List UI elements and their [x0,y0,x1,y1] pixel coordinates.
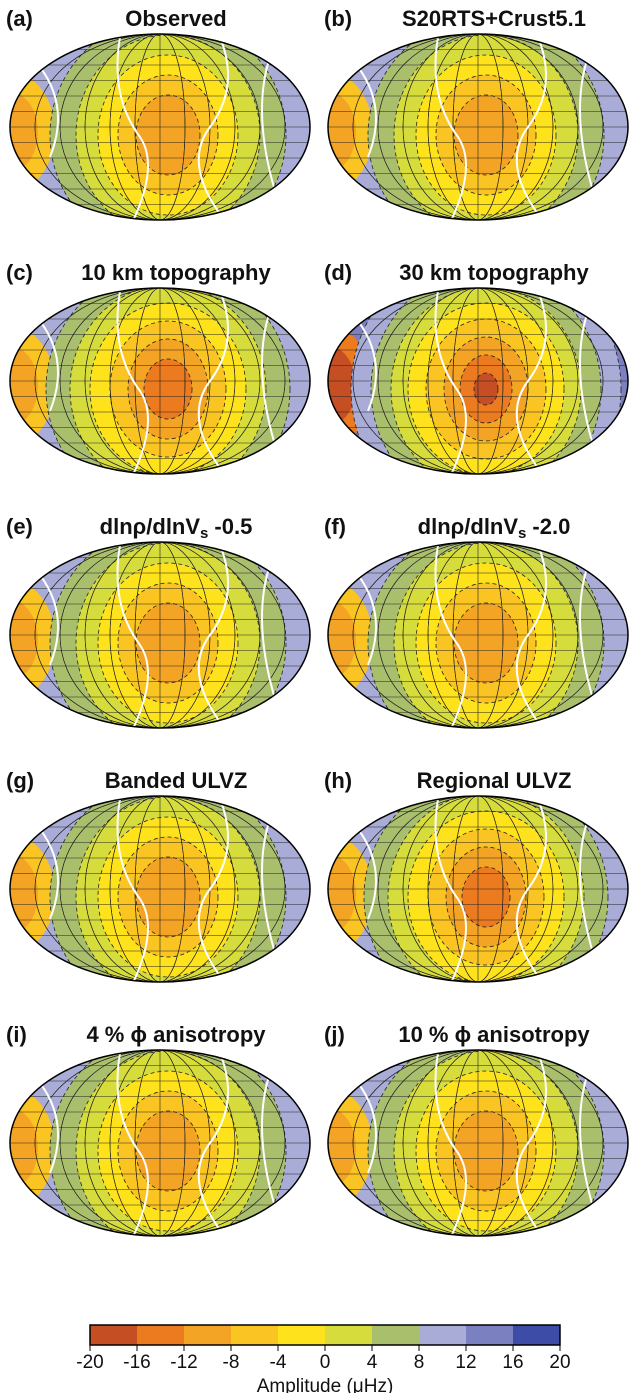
map [0,779,310,1015]
colorbar-bin [372,1325,419,1345]
panel-title: dlnρ/dlnVs -0.5 [100,514,253,542]
colorbar-label: Amplitude (μHz) [257,1376,394,1393]
map-ring [454,95,518,175]
colorbar-bin [419,1325,466,1345]
map-ring [454,1111,518,1191]
colorbar-tick-label: 0 [320,1352,331,1373]
colorbar-bin [325,1325,372,1345]
map [283,249,628,529]
title-text: 10 km topography [81,260,271,285]
panel-label: (d) [324,260,352,285]
colorbar-tick-label: -20 [76,1352,103,1373]
colorbar-bin [231,1325,278,1345]
title-text: Banded ULVZ [105,768,248,793]
title-text: 30 km topography [399,260,589,285]
map-ring [136,603,200,683]
title-text: Observed [125,6,227,31]
map-ring [136,857,200,937]
colorbar-bin [90,1325,137,1345]
map [283,17,628,253]
title-subscript: s [200,525,208,542]
map-ring [454,603,518,683]
panel-label: (i) [6,1022,27,1047]
colorbar-tick-label: -16 [123,1352,150,1373]
title-suffix: -0.5 [214,514,252,539]
colorbar-bin [466,1325,513,1345]
map-ring [474,373,498,405]
colorbar-bin [513,1325,560,1345]
panel-title: Banded ULVZ [105,768,248,793]
maps: (a) Observed (b) S20RTS+Crust5.1 (c) 10 km to… [0,6,628,1269]
colorbar-tick-label: 16 [502,1352,523,1373]
colorbar-bin [137,1325,184,1345]
panel-label: (b) [324,6,352,31]
panel-label: (f) [324,514,346,539]
map [0,17,310,253]
panel-label: (h) [324,768,352,793]
title-text: 10 % ϕ anisotropy [398,1022,590,1047]
colorbar-tick-label: 4 [367,1352,378,1373]
colorbar-tick-label: -12 [170,1352,197,1373]
panel-title: Observed [125,6,227,31]
panel-title: 10 km topography [81,260,271,285]
panel-label: (c) [6,260,33,285]
colorbar-tick-label: 12 [455,1352,476,1373]
title-text: S20RTS+Crust5.1 [402,6,586,31]
colorbar-tick-label: 20 [549,1352,570,1373]
panel-title: S20RTS+Crust5.1 [402,6,586,31]
map [283,525,628,761]
title-text: dlnρ/dlnV [100,514,201,539]
colorbar-tick-label: -8 [223,1352,240,1373]
colorbar-bin [278,1325,325,1345]
colorbar-tick-label: 8 [414,1352,425,1373]
panel-title: 10 % ϕ anisotropy [398,1022,590,1047]
panel-title: dlnρ/dlnVs -2.0 [418,514,571,542]
panel-label: (g) [6,768,34,793]
map [283,1033,628,1269]
title-text: Regional ULVZ [417,768,572,793]
map-ring [136,95,200,175]
colorbar-tick-label: -4 [270,1352,287,1373]
title-text: dlnρ/dlnV [418,514,519,539]
panel-label: (e) [6,514,33,539]
map [283,775,628,1019]
title-subscript: s [518,525,526,542]
title-text: 4 % ϕ anisotropy [86,1022,266,1047]
panel-title: Regional ULVZ [417,768,572,793]
panel-title: 4 % ϕ anisotropy [86,1022,266,1047]
map-ring [136,1111,200,1191]
map [0,1033,310,1269]
colorbar-bin [184,1325,231,1345]
title-suffix: -2.0 [532,514,570,539]
panel-label: (a) [6,6,33,31]
panel-label: (j) [324,1022,345,1047]
colorbar: -20 -16 -12 -8 -4 0 4 8 12 16 20 Amplitude (μHz) [76,1325,570,1393]
map [0,525,310,761]
figure: (a) Observed (b) S20RTS+Crust5.1 (c) 10 km to… [0,0,639,1393]
panel-title: 30 km topography [399,260,589,285]
